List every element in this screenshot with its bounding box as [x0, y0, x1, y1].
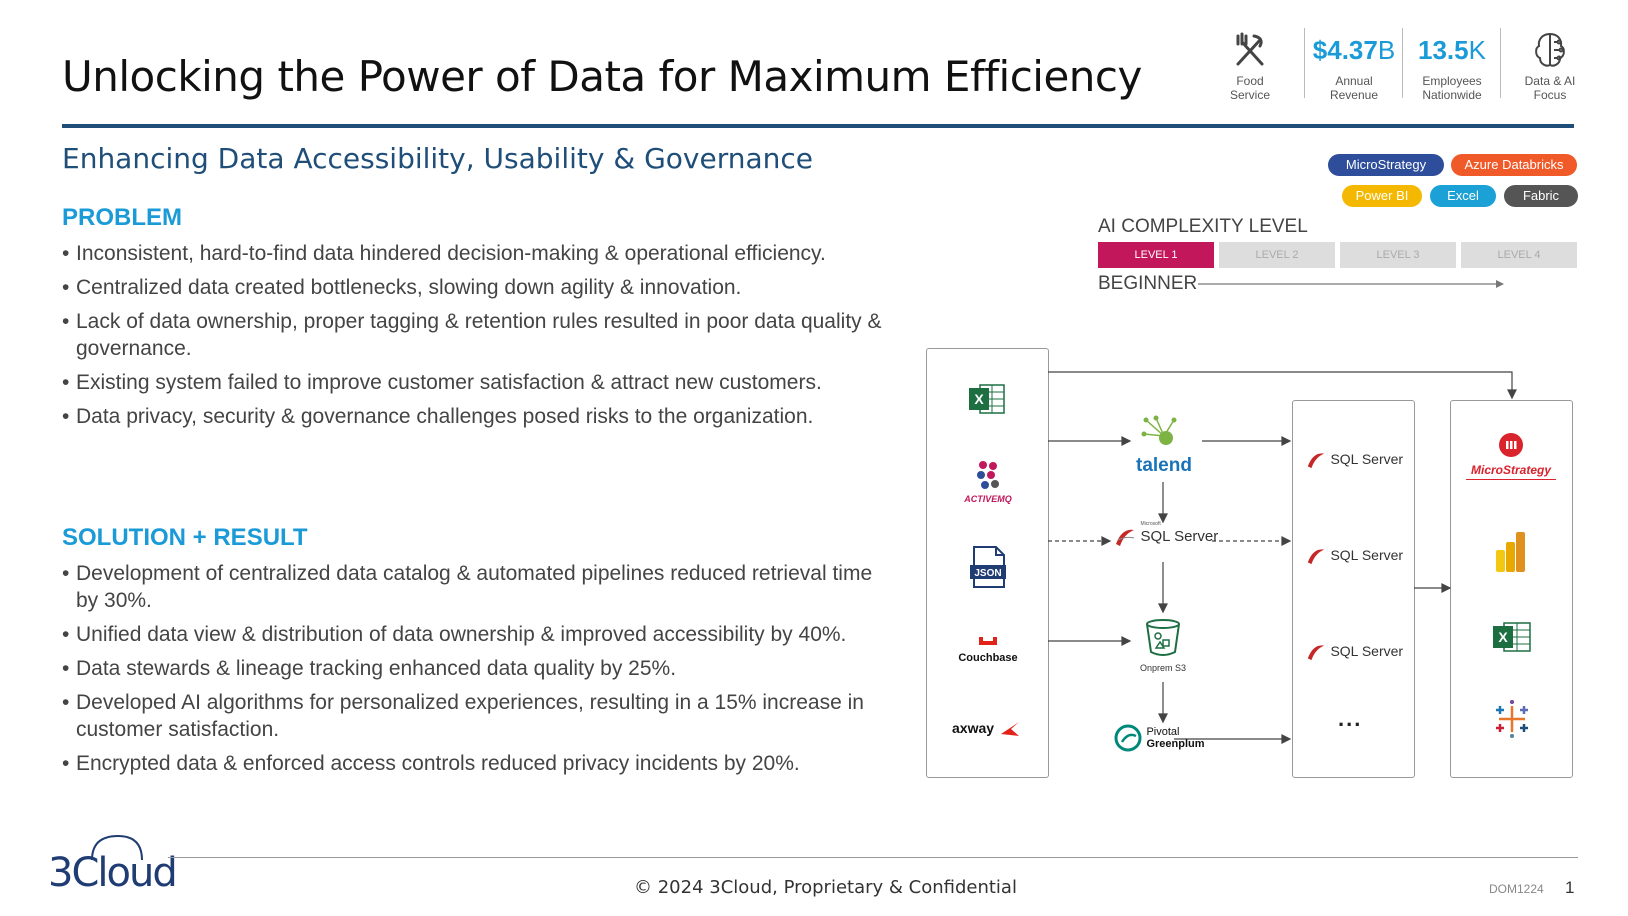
complexity-arrow	[1198, 280, 1504, 288]
solution-heading: SOLUTION + RESULT	[62, 524, 308, 551]
stat-label: Annual Revenue	[1329, 74, 1379, 102]
tech-pill-microstrategy: MicroStrategy	[1328, 154, 1444, 176]
stat-food-service: Food Service	[1202, 26, 1298, 102]
more-ellipsis: ...	[1338, 706, 1363, 731]
list-item: Development of centralized data catalog …	[62, 560, 892, 614]
stat-label: Data & AI Focus	[1524, 74, 1576, 102]
sql-server-logo: SQL Server	[1306, 450, 1403, 470]
tech-pill-excel: Excel	[1430, 185, 1496, 207]
stat-unit: K	[1468, 35, 1486, 65]
tech-pill-azure-databricks: Azure Databricks	[1451, 154, 1577, 176]
list-item: Lack of data ownership, proper tagging &…	[62, 308, 892, 362]
json-file-icon: JSON	[970, 546, 1006, 588]
stat-label: Employees Nationwide	[1422, 74, 1482, 102]
list-item: Inconsistent, hard-to-find data hindered…	[62, 240, 892, 267]
level-3: LEVEL 3	[1340, 242, 1456, 268]
doc-id: DOM1224	[1489, 882, 1544, 896]
sql-server-staging-logo: Microsoft SQL Server	[1114, 521, 1218, 548]
problem-list: Inconsistent, hard-to-find data hindered…	[62, 240, 892, 437]
solution-list: Development of centralized data catalog …	[62, 560, 892, 784]
microstrategy-logo: MicroStrategy	[1466, 432, 1556, 480]
stat-employees: 13.5K Employees Nationwide	[1404, 26, 1500, 102]
brain-circuit-icon	[1502, 26, 1598, 74]
activemq-logo: ACTIVEMQ	[958, 459, 1018, 504]
talend-logo: talend	[1136, 455, 1192, 476]
level-2: LEVEL 2	[1219, 242, 1335, 268]
svg-text:JSON: JSON	[974, 568, 1001, 579]
excel-source-icon: X	[969, 384, 1005, 414]
list-item: Data privacy, security & governance chal…	[62, 403, 892, 430]
title-divider	[62, 124, 1574, 128]
couchbase-logo: Couchbase	[948, 634, 1028, 664]
list-item: Encrypted data & enforced access control…	[62, 750, 892, 777]
level-1: LEVEL 1	[1098, 242, 1214, 268]
sql-server-logo: SQL Server	[1306, 546, 1403, 566]
s3-bucket-icon	[1146, 619, 1180, 656]
tableau-icon	[1496, 700, 1528, 738]
list-item: Data stewards & lineage tracking enhance…	[62, 655, 892, 682]
stat-label: Food Service	[1229, 74, 1270, 102]
excel-consumer-icon: X	[1493, 622, 1531, 652]
page-subtitle: Enhancing Data Accessibility, Usability …	[62, 142, 813, 175]
svg-text:X: X	[1498, 629, 1508, 645]
list-item: Developed AI algorithms for personalized…	[62, 689, 892, 743]
tech-pill-fabric: Fabric	[1504, 185, 1578, 207]
list-item: Unified data view & distribution of data…	[62, 621, 892, 648]
copyright-text: © 2024 3Cloud, Proprietary & Confidentia…	[634, 877, 1017, 898]
stat-data-ai: Data & AI Focus	[1502, 26, 1598, 102]
power-bi-icon	[1496, 532, 1525, 572]
level-4: LEVEL 4	[1461, 242, 1577, 268]
tech-pill-power-bi: Power BI	[1342, 185, 1422, 207]
problem-heading: PROBLEM	[62, 204, 182, 231]
axway-logo: axway	[952, 720, 1032, 738]
onprem-s3-label: Onprem S3	[1139, 663, 1187, 673]
stat-unit: B	[1377, 35, 1396, 65]
page-title: Unlocking the Power of Data for Maximum …	[62, 52, 1142, 101]
stat-annual-revenue: $4.37B Annual Revenue	[1306, 26, 1402, 102]
page-number: 1	[1565, 878, 1575, 897]
list-item: Existing system failed to improve custom…	[62, 369, 892, 396]
stat-value: $4.37	[1312, 35, 1378, 65]
sql-server-logo: SQL Server	[1306, 642, 1403, 662]
footer-divider	[168, 857, 1578, 858]
complexity-heading: AI COMPLEXITY LEVEL	[1098, 216, 1308, 237]
complexity-scale-label: BEGINNER	[1098, 273, 1198, 294]
list-item: Centralized data created bottlenecks, sl…	[62, 274, 892, 301]
utensils-icon	[1202, 26, 1298, 74]
svg-text:X: X	[974, 391, 984, 407]
stat-value: 13.5	[1418, 35, 1469, 65]
greenplum-logo: Pivotal Greenplum	[1114, 724, 1205, 752]
talend-icon	[1141, 415, 1177, 445]
brand-logo: 3Cloud	[48, 830, 178, 896]
